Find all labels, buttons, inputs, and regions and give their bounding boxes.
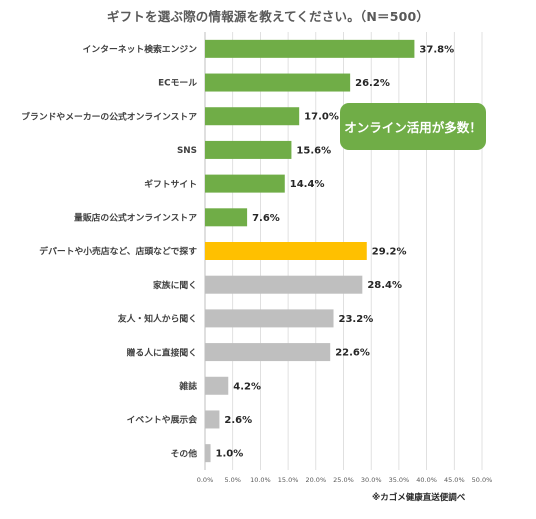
bar: [205, 39, 415, 58]
bar: [205, 242, 367, 260]
category-label: 友人・知人から聞く: [118, 313, 197, 325]
annotation-text: オンライン活用が多数！: [344, 120, 482, 135]
x-tick-label: 45.0%: [444, 476, 465, 484]
category-label: 量販店の公式オンラインストア: [74, 212, 197, 224]
x-tick-label: 35.0%: [389, 476, 410, 484]
x-tick-label: 30.0%: [361, 476, 382, 484]
x-tick-label: 40.0%: [416, 476, 437, 484]
category-label: デパートや小売店など、店頭などで探す: [39, 245, 197, 257]
category-label: ブランドやメーカーの公式オンラインストア: [21, 110, 197, 122]
bar: [205, 73, 351, 92]
bar: [205, 410, 220, 429]
category-label: インターネット検索エンジン: [83, 43, 198, 55]
x-tick-label: 0.0%: [197, 476, 214, 484]
bar: [205, 208, 248, 227]
category-label: SNS: [177, 146, 197, 156]
value-label: 17.0%: [304, 112, 339, 123]
value-label: 7.6%: [252, 213, 280, 224]
value-label: 4.2%: [233, 381, 261, 392]
category-label: 贈る人に直接聞く: [127, 346, 197, 358]
value-label: 15.6%: [296, 145, 331, 156]
bar: [205, 376, 229, 395]
x-tick-label: 10.0%: [250, 476, 271, 484]
value-label: 26.2%: [355, 78, 390, 89]
category-label: ECモール: [158, 79, 197, 89]
category-label: イベントや展示会: [127, 414, 198, 426]
value-label: 22.6%: [335, 348, 370, 359]
bar: [205, 444, 211, 463]
value-label: 37.8%: [419, 44, 454, 55]
bar: [205, 140, 292, 159]
value-label: 29.2%: [372, 247, 407, 258]
category-label: その他: [171, 447, 198, 459]
x-tick-label: 20.0%: [305, 476, 326, 484]
bar: [205, 343, 331, 362]
bar: [205, 174, 285, 193]
bar: [205, 309, 334, 328]
x-tick-label: 5.0%: [224, 476, 241, 484]
chart-title: ギフトを選ぶ際の情報源を教えてください。（N＝500）: [106, 9, 430, 24]
value-label: 23.2%: [339, 314, 374, 325]
bar: [205, 275, 363, 294]
category-label: ギフトサイト: [144, 178, 197, 190]
value-label: 1.0%: [216, 449, 244, 460]
annotation-callout: オンライン活用が多数！: [340, 103, 486, 150]
category-label: 雑誌: [178, 380, 197, 392]
category-label: 家族に聞く: [153, 279, 197, 291]
x-tick-label: 15.0%: [278, 476, 299, 484]
value-label: 28.4%: [367, 280, 402, 291]
x-tick-label: 25.0%: [333, 476, 354, 484]
source-note: ※カゴメ健康直送便調べ: [372, 493, 466, 503]
x-tick-label: 50.0%: [472, 476, 493, 484]
value-label: 2.6%: [224, 415, 252, 426]
bar: [205, 107, 300, 126]
value-label: 14.4%: [290, 179, 325, 190]
